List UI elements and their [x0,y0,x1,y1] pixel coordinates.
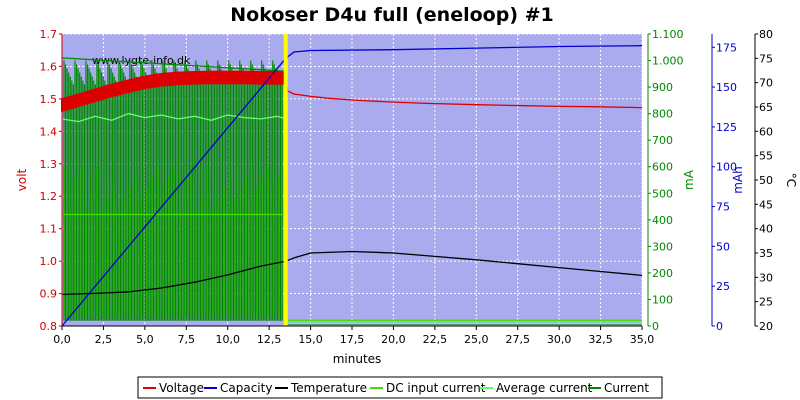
y-tick-label-ma: 300 [652,240,673,253]
y-tick-label-volt: 1.3 [40,158,58,171]
y-tick-label-temp: 55 [759,150,773,163]
x-tick-label: 17,5 [340,333,365,346]
y-tick-label-volt: 1.1 [40,223,58,236]
x-tick-label: 20,0 [381,333,406,346]
y-tick-label-temp: 45 [759,198,773,211]
legend-entry: Average current [496,381,593,395]
y-tick-label-ma: 800 [652,108,673,121]
x-tick-label: 22,5 [423,333,448,346]
x-tick-label: 25,0 [464,333,489,346]
y-tick-label-temp: 30 [759,271,773,284]
y-tick-label-ma: 0 [652,320,659,333]
y-axis-label-mah: mAh [731,166,745,194]
y-tick-label-mah: 175 [716,41,737,54]
y-tick-label-mah: 75 [716,201,730,214]
y-tick-label-mah: 150 [716,81,737,94]
y-axis-label-ma: mA [682,169,696,190]
x-tick-label: 10,0 [215,333,240,346]
y-tick-label-temp: 50 [759,174,773,187]
axes: 0,0 2,5 5,0 7,5 10,0 12,5 15,0 17,5 20,0 22,5 25,0… [40,28,774,346]
y-tick-label-temp: 80 [759,28,773,41]
x-tick-label: 2,5 [95,333,113,346]
legend-entry: Current [604,381,649,395]
y-axis-label-temp: °C [784,173,798,187]
y-tick-label-temp: 60 [759,125,773,138]
y-tick-label-volt: 1.4 [40,125,58,138]
x-tick-label: 5,0 [136,333,154,346]
y-tick-label-temp: 65 [759,101,773,114]
y-tick-label-ma: 400 [652,214,673,227]
y-tick-label-ma: 200 [652,267,673,280]
legend-entry: Temperature [290,381,367,395]
x-tick-label: 27,5 [505,333,530,346]
x-tick-label: 35,0 [630,333,655,346]
series-line-average-current [61,112,642,324]
x-tick-label: 12,5 [257,333,282,346]
series-line-voltage [61,73,643,109]
y-tick-label-temp: 75 [759,52,773,65]
y-tick-label-ma: 900 [652,81,673,94]
voltage-ripple-band [61,70,286,112]
y-tick-label-ma: 1.000 [652,55,684,68]
y-tick-label-volt: 1.7 [40,28,58,41]
y-tick-label-ma: 500 [652,187,673,200]
x-tick-label: 0,0 [53,333,71,346]
x-tick-label: 30,0 [547,333,572,346]
legend-box [137,376,663,399]
y-tick-label-temp: 20 [759,320,773,333]
y-axis-label-volt: volt [15,168,29,191]
series-line-temperature [61,250,643,296]
legend-entry: Voltage [159,381,204,395]
y-tick-label-mah: 100 [716,161,737,174]
legend-entry: DC input current [386,381,486,395]
y-tick-label-ma: 100 [652,293,673,306]
y-tick-label-volt: 1.2 [40,190,58,203]
y-tick-label-volt: 1.6 [40,60,58,73]
x-axis-label: minutes [333,352,382,366]
y-tick-label-temp: 35 [759,247,773,260]
y-tick-label-temp: 70 [759,77,773,90]
y-tick-label-ma: 700 [652,134,673,147]
x-tick-label: 7,5 [178,333,196,346]
y-tick-label-ma: 1.100 [652,28,684,41]
y-tick-label-volt: 0.9 [40,288,58,301]
y-tick-label-volt: 1.0 [40,255,58,268]
y-tick-label-volt: 1.5 [40,93,58,106]
chart-title: Nokoser D4u full (eneloop) #1 [230,4,554,26]
series-layer [61,34,643,327]
y-tick-label-mah: 25 [716,280,730,293]
current-oscillation-band [63,60,283,321]
y-tick-label-mah: 0 [716,320,723,333]
y-tick-label-ma: 600 [652,161,673,174]
x-tick-label: 32,5 [588,333,613,346]
legend: Voltage Capacity Temperature DC input curre… [137,376,663,399]
y-tick-label-temp: 25 [759,296,773,309]
y-tick-label-temp: 40 [759,223,773,236]
y-tick-label-volt: 0.8 [40,320,58,333]
x-tick-label: 15,0 [298,333,323,346]
legend-entry: Capacity [220,381,272,395]
y-tick-label-mah: 50 [716,240,730,253]
y-tick-label-mah: 125 [716,121,737,134]
